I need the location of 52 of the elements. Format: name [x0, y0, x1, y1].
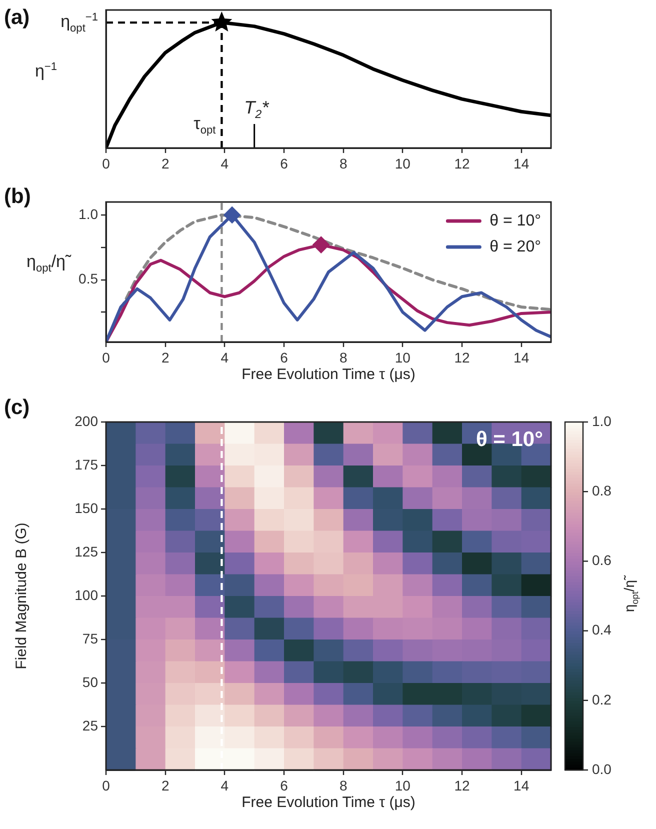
chart-title: (c) — [4, 396, 30, 420]
y-tick-label: 125 — [74, 543, 98, 560]
x-tick-label: 4 — [220, 155, 229, 172]
color-bar-label: 0.4 — [592, 622, 612, 638]
x-tick-label: 2 — [161, 777, 170, 794]
x-tick-label: 14 — [514, 155, 530, 172]
x-tick-label: 0 — [102, 349, 110, 366]
x-tick-label: 4 — [220, 777, 229, 794]
y-tick-label: 25 — [82, 717, 98, 734]
chart-title: (a) — [4, 6, 30, 30]
color-bar-label: 1.0 — [592, 412, 612, 429]
x-tick-label: 12 — [454, 349, 470, 366]
legend-label: θ = 20° — [490, 238, 541, 256]
color-bar-label: 0.6 — [592, 552, 612, 568]
ref-line-label: T$_{2}$* — [244, 97, 269, 122]
x-tick-label: 10 — [394, 777, 411, 794]
y-tick-label: 50 — [82, 674, 98, 690]
x-tick-label: 2 — [161, 349, 170, 366]
x-tick-label: 10 — [394, 349, 411, 366]
x-tick-label: 6 — [280, 777, 288, 794]
x-tick-label: 4 — [220, 349, 229, 366]
color-bar-label: 0.2 — [592, 691, 612, 708]
x-tick-label: 8 — [339, 777, 348, 794]
color-bar-label: 0.0 — [592, 760, 612, 777]
x-axis-title: Free Evolution Time τ (μs) — [242, 366, 416, 384]
x-tick-label: 10 — [394, 155, 411, 172]
y-axis-title: Field Magnitude B (G) — [12, 522, 30, 670]
y-tick-label: 1.0 — [78, 206, 98, 222]
ref-line-label: τ$_{opt}$ — [194, 114, 216, 137]
x-tick-label: 6 — [280, 349, 288, 366]
y-tick-label: 100 — [74, 586, 98, 603]
color-bar-label: 0.8 — [592, 482, 612, 498]
x-tick-label: 14 — [514, 349, 530, 366]
x-tick-label: 12 — [454, 777, 470, 794]
x-tick-label: 14 — [514, 777, 530, 794]
x-axis-title: Free Evolution Time τ (μs) — [242, 794, 416, 812]
x-tick-label: 6 — [280, 155, 288, 172]
legend-label: θ = 10° — [490, 212, 541, 230]
y-tick-label: 175 — [74, 456, 98, 472]
chart-title: (b) — [4, 185, 31, 208]
y-tick-label: 0.5 — [78, 270, 98, 287]
x-tick-label: 0 — [102, 155, 110, 172]
x-tick-label: 2 — [161, 155, 170, 172]
y-tick-label: 200 — [74, 412, 98, 429]
y-tick-label: 150 — [74, 500, 98, 516]
x-tick-label: 8 — [339, 349, 348, 366]
annotation: θ = 10° — [476, 428, 543, 452]
x-tick-label: 8 — [339, 155, 348, 172]
x-tick-label: 0 — [102, 777, 110, 794]
y-axis-title: η$^{−1}$ — [34, 60, 58, 82]
y-tick-label: 75 — [82, 630, 98, 646]
x-tick-label: 12 — [454, 155, 470, 172]
